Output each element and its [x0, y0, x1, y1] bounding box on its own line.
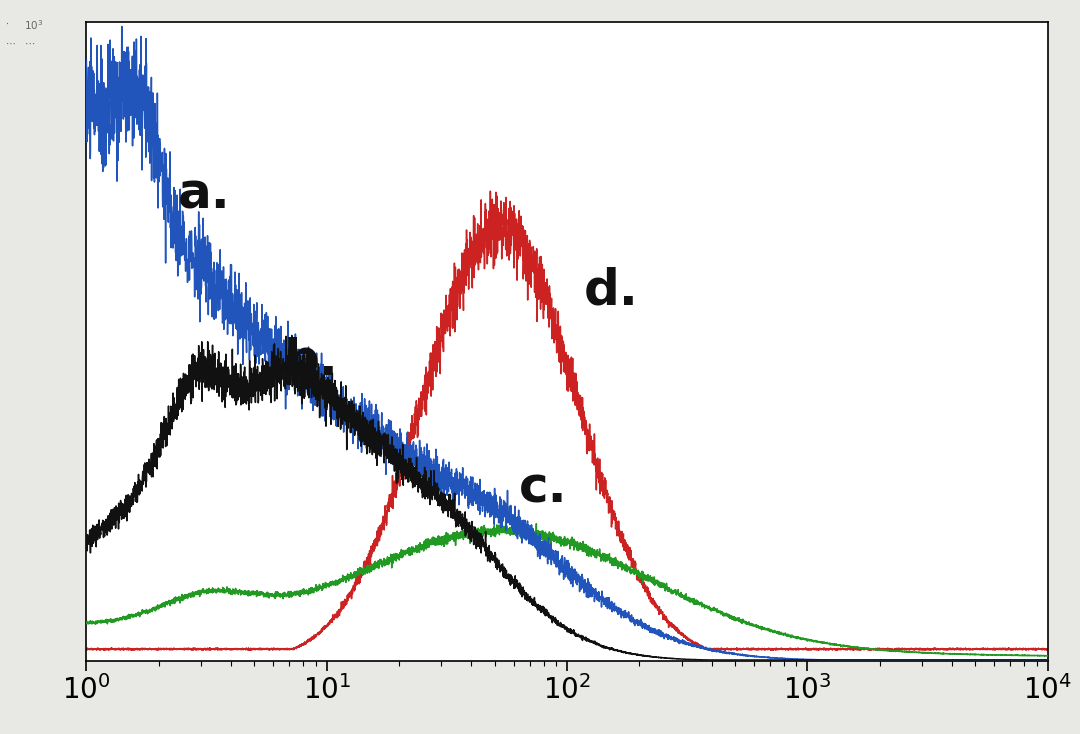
- Text: $\cdots$: $\cdots$: [5, 38, 16, 48]
- Text: d.: d.: [584, 266, 638, 314]
- Text: a.: a.: [178, 170, 230, 219]
- Text: $10^3$: $10^3$: [24, 18, 43, 32]
- Text: c.: c.: [518, 464, 568, 512]
- Text: b.: b.: [283, 336, 338, 385]
- Text: $\cdots$: $\cdots$: [24, 38, 35, 48]
- Text: $\cdot$: $\cdot$: [5, 18, 10, 29]
